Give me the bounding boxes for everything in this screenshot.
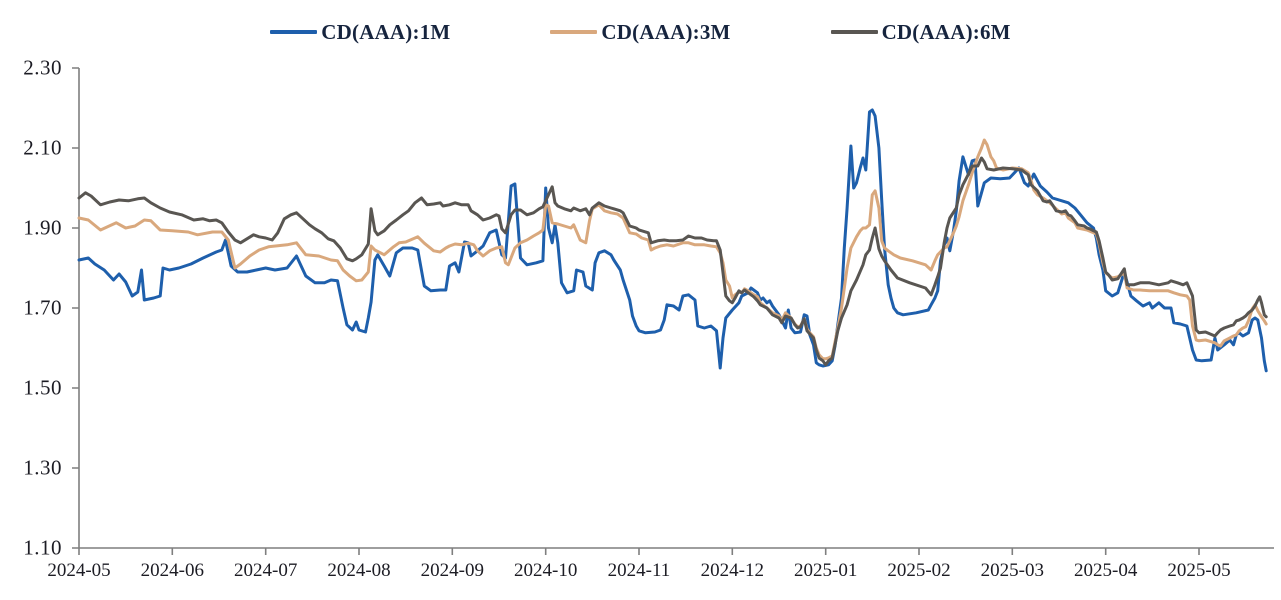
- legend-label-1m: CD(AAA):1M: [321, 19, 451, 44]
- x-tick-label: 2024-05: [47, 560, 111, 581]
- x-tick-label: 2024-10: [513, 560, 578, 581]
- x-tick-label: 2025-05: [1167, 560, 1231, 581]
- y-tick-label: 1.90: [23, 215, 62, 240]
- y-tick-label: 1.70: [23, 295, 62, 320]
- x-tick-label: 2024-11: [607, 560, 671, 581]
- x-tick-label: 2025-02: [887, 560, 951, 581]
- legend-item-3m: CD(AAA):3M: [550, 20, 730, 45]
- legend-label-3m: CD(AAA):3M: [601, 19, 731, 44]
- legend-item-6m: CD(AAA):6M: [830, 19, 1011, 45]
- legend-swatch-1m-line-icon: [270, 30, 318, 34]
- chart-legend: CD(AAA):1M CD(AAA):3M CD(AAA):6M: [0, 18, 1281, 46]
- y-tick-label: 2.30: [23, 55, 62, 80]
- series-line-cd-aaa-6m: [77, 156, 1268, 367]
- x-tick-label: 2025-03: [980, 560, 1044, 581]
- x-tick-label: 2024-12: [700, 560, 764, 581]
- y-tick-label: 1.30: [23, 455, 62, 480]
- y-tick-label: 1.50: [23, 375, 62, 400]
- x-tick-label: 2024-07: [233, 560, 298, 581]
- x-tick-label: 2024-06: [140, 560, 204, 581]
- series-lines: [77, 108, 1268, 373]
- legend-swatch-3m-line-icon: [550, 30, 598, 34]
- y-tick-label: 2.10: [23, 135, 62, 160]
- legend-label-6m: CD(AAA):6M: [881, 19, 1011, 44]
- legend-item-1m: CD(AAA):1M: [270, 20, 450, 45]
- legend-swatch-6m-line-icon: [830, 30, 878, 34]
- series-line-cd-aaa-3m: [77, 138, 1268, 361]
- y-tick-label: 1.10: [23, 535, 62, 560]
- x-tick-label: 2025-04: [1073, 560, 1138, 581]
- x-tick-label: 2024-09: [420, 560, 484, 581]
- axes: [72, 67, 1274, 555]
- x-tick-label: 2025-01: [793, 560, 858, 581]
- x-tick-label: 2024-08: [327, 560, 391, 581]
